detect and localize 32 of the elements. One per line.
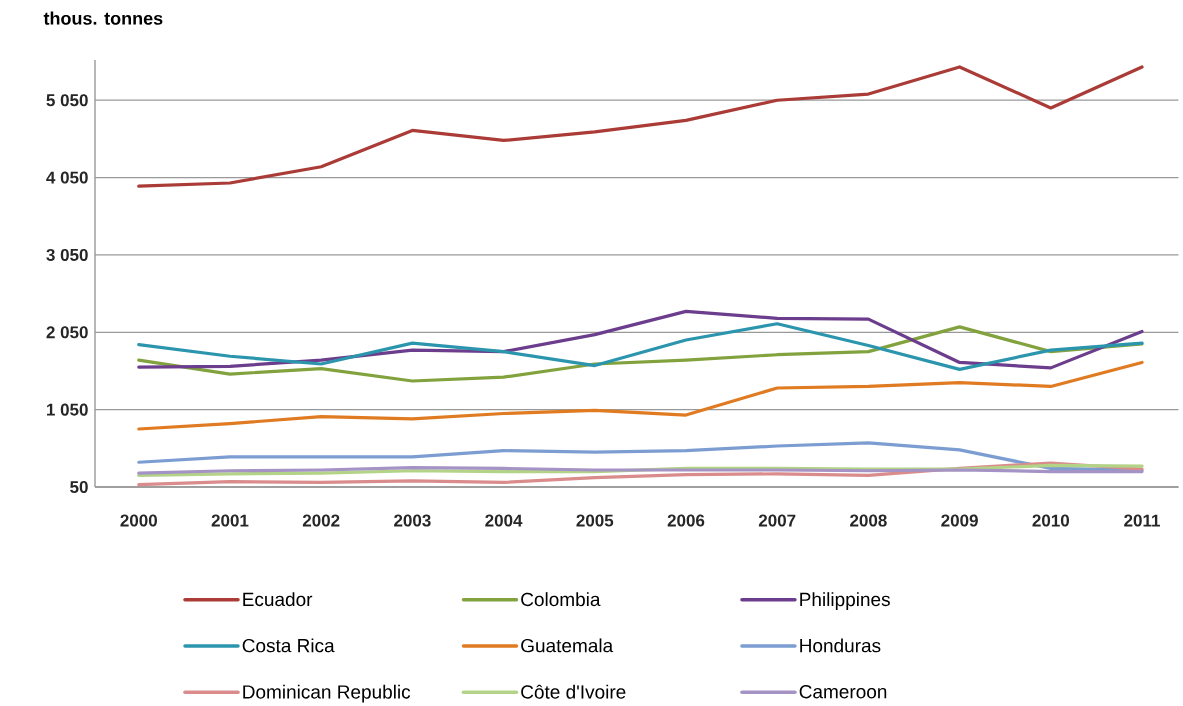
x-tick-label: 2007 xyxy=(758,514,796,527)
line-series xyxy=(137,309,1144,370)
y-tick-label: 4 050 xyxy=(46,171,88,184)
line-series xyxy=(137,65,1144,188)
legend-label: Dominican Republic xyxy=(243,684,411,703)
y-axis-title: thous. tonnes xyxy=(43,11,163,25)
x-tick-label: 2004 xyxy=(485,514,523,527)
y-tick-label: 50 xyxy=(70,480,88,494)
y-tick-label: 2 050 xyxy=(46,326,88,339)
y-tick-label: 1 050 xyxy=(47,403,88,416)
legend-label: Côte d'Ivoire xyxy=(521,684,626,699)
x-tick-label: 2000 xyxy=(120,514,157,527)
y-tick-label: 3 050 xyxy=(46,248,88,261)
x-tick-label: 2002 xyxy=(302,514,340,527)
legend-label: Honduras xyxy=(800,638,881,653)
line-series xyxy=(137,322,1144,372)
x-tick-label: 2010 xyxy=(1032,514,1069,527)
x-tick-label: 2006 xyxy=(667,514,705,527)
legend-label: Cameroon xyxy=(799,684,887,699)
line-series xyxy=(137,360,1144,431)
legend-label: Philippines xyxy=(800,592,890,610)
x-tick-label: 2009 xyxy=(941,514,978,527)
legend-label: Colombia xyxy=(521,592,601,607)
y-tick-label: 5 050 xyxy=(46,94,88,107)
legend-label: Ecuador xyxy=(243,592,313,607)
x-tick-label: 2011 xyxy=(1124,514,1160,527)
x-tick-label: 2001 xyxy=(211,514,249,527)
x-tick-label: 2008 xyxy=(850,514,887,527)
legend-label: Costa Rica xyxy=(242,638,335,653)
x-tick-label: 2003 xyxy=(394,514,431,527)
x-tick-label: 2005 xyxy=(576,514,614,527)
legend-label: Guatemala xyxy=(521,638,614,653)
